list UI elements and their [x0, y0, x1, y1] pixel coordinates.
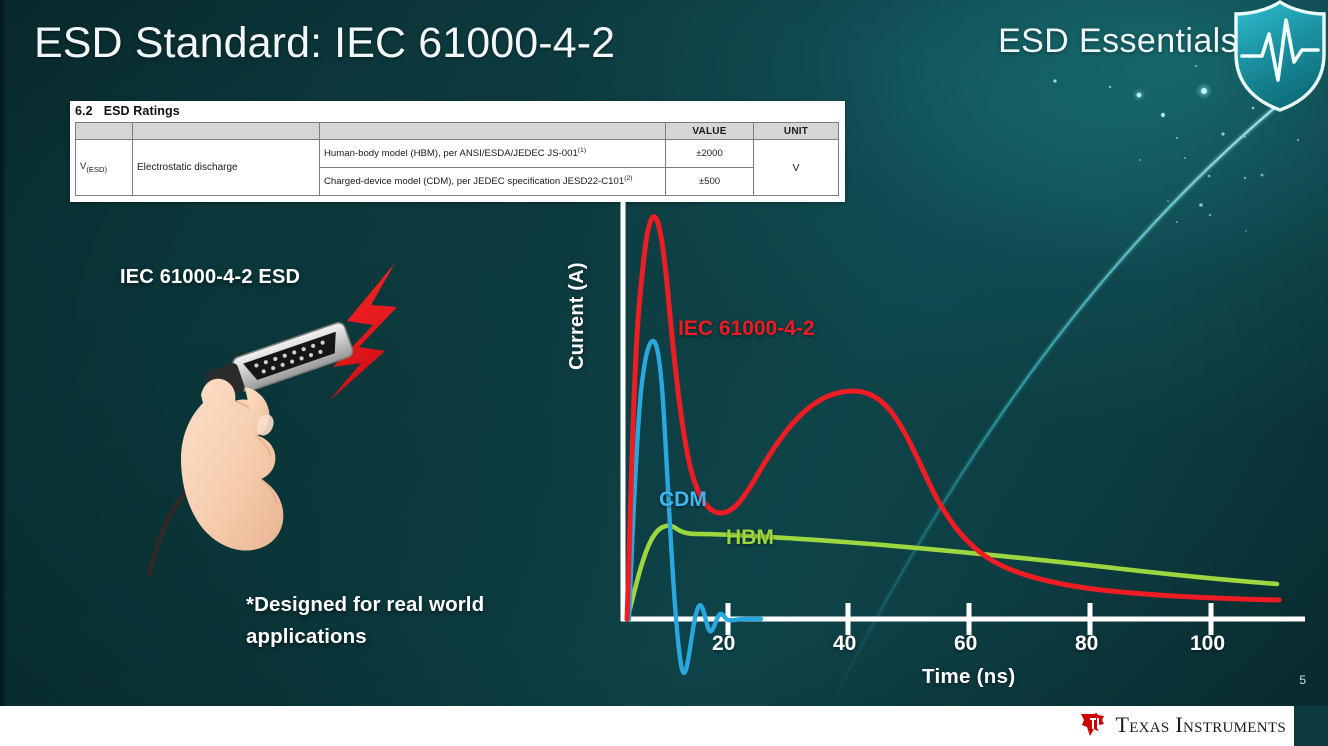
header-unit: UNIT	[753, 122, 839, 140]
ti-company-name: Texas Instruments	[1115, 712, 1286, 737]
esd-waveform-chart	[620, 201, 1305, 676]
decorative-arc-and-sparkles	[826, 58, 1300, 706]
texas-instruments-footer: Texas Instruments	[1078, 712, 1286, 738]
cell-unit: V	[753, 139, 839, 196]
section-number: 6.2	[75, 104, 93, 118]
esd-illustration-label: IEC 61000-4-2 ESD	[120, 266, 301, 288]
series-label-cdm: CDM	[659, 488, 707, 511]
ratings-grid: VALUE UNIT V(ESD) Electrostatic discharg…	[75, 122, 839, 196]
header-blank-parameter	[132, 122, 320, 140]
cdm-description: Charged-device model (CDM), per JEDEC sp…	[324, 176, 625, 188]
x-tick-label-100: 100	[1190, 632, 1226, 655]
cell-description-hbm: Human-body model (HBM), per ANSI/ESDA/JE…	[319, 139, 666, 168]
header-blank-description	[319, 122, 666, 140]
illustration-note: *Designed for real world applications	[246, 593, 485, 648]
hbm-footnote: (1)	[577, 147, 587, 155]
brand-label: ESD Essentials	[998, 22, 1238, 60]
x-tick-label-40: 40	[833, 632, 857, 655]
series-cdm-curve	[624, 338, 764, 676]
hbm-description: Human-body model (HBM), per ANSI/ESDA/JE…	[324, 148, 578, 160]
header-value: VALUE	[665, 122, 754, 140]
x-axis-ticks	[725, 603, 1214, 635]
symbol-subscript: (ESD)	[86, 164, 108, 174]
table-section-heading: 6.2 ESD Ratings	[75, 104, 180, 118]
x-tick-label-60: 60	[954, 632, 978, 655]
series-label-iec: IEC 61000-4-2	[678, 317, 815, 340]
cell-description-cdm: Charged-device model (CDM), per JEDEC sp…	[319, 167, 666, 196]
series-iec-curve	[624, 214, 1282, 622]
cell-value-hbm: ±2000	[665, 139, 754, 168]
cell-symbol: V(ESD)	[75, 139, 133, 196]
esd-ratings-table: 6.2 ESD Ratings VALUE UNIT V(ESD) Electro…	[70, 101, 845, 202]
table-header-row: VALUE UNIT	[75, 122, 839, 140]
shield-pulse-icon	[1234, 0, 1326, 112]
symbol-text: V	[80, 161, 87, 173]
footer-bar	[0, 706, 1328, 746]
x-tick-label-80: 80	[1075, 632, 1099, 655]
section-title: ESD Ratings	[103, 104, 180, 118]
page-number: 5	[1299, 673, 1306, 687]
series-hbm-curve	[624, 523, 1280, 622]
cell-parameter: Electrostatic discharge	[132, 139, 320, 196]
ti-logo-icon	[1081, 712, 1105, 736]
x-tick-label-20: 20	[712, 632, 736, 655]
header-blank-symbol	[75, 122, 133, 140]
cell-value-cdm: ±500	[665, 167, 754, 196]
table-row: Charged-device model (CDM), per JEDEC sp…	[76, 167, 839, 196]
chart-x-axis-label: Time (ns)	[922, 665, 1016, 688]
hand-connector-illustration	[146, 263, 397, 575]
series-label-hbm: HBM	[726, 526, 774, 549]
table-row: V(ESD) Electrostatic discharge Human-bod…	[75, 139, 839, 196]
cdm-footnote: (2)	[624, 175, 633, 183]
page-title: ESD Standard: IEC 61000-4-2	[34, 19, 616, 67]
left-edge-shadow	[0, 0, 7, 706]
hand-graphic	[181, 378, 284, 551]
footer-right-accent	[1294, 706, 1328, 746]
